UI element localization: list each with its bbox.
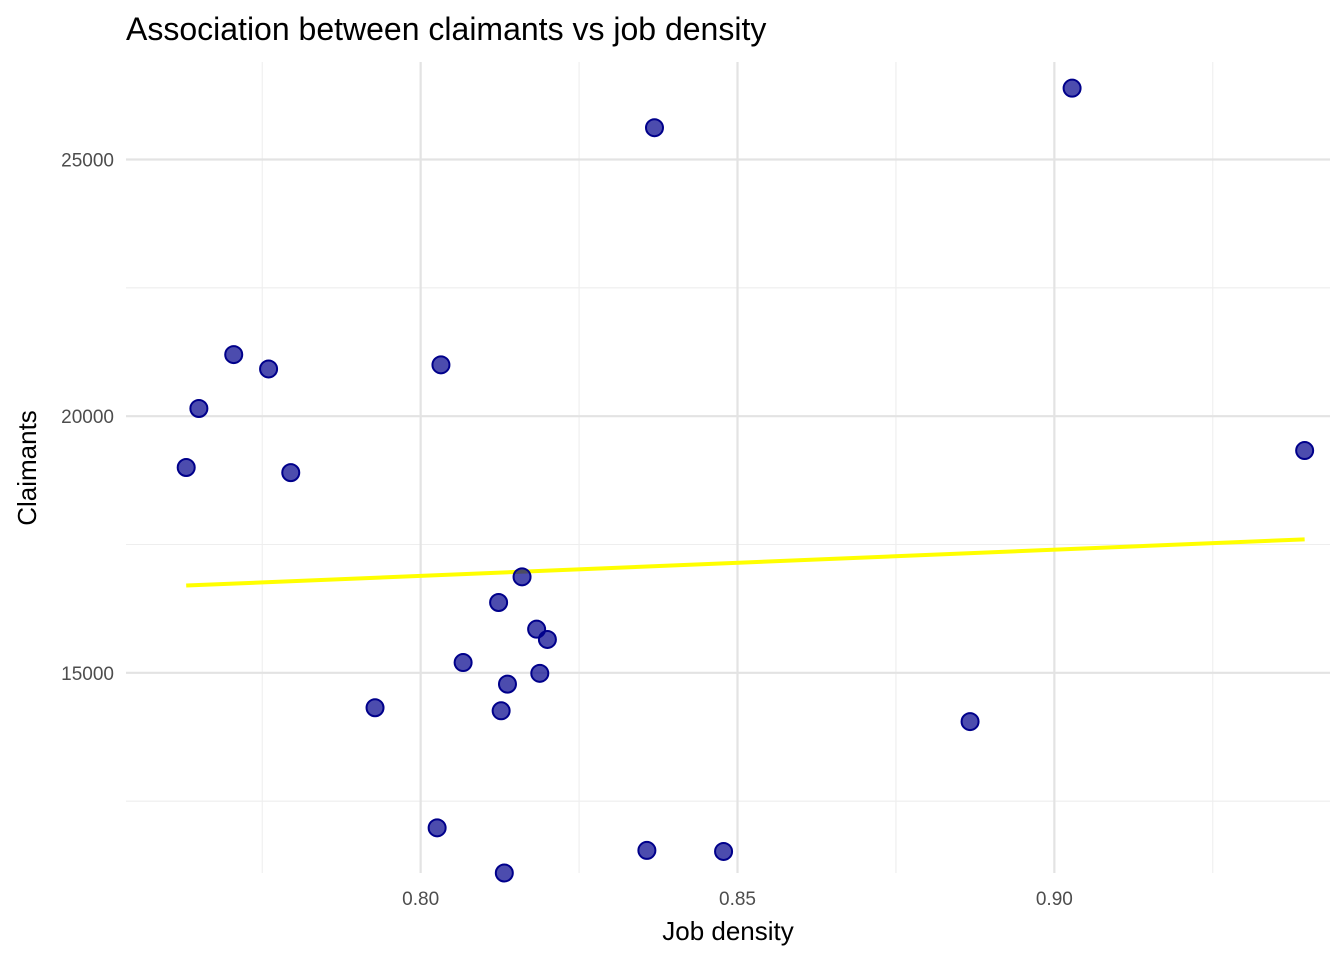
- y-axis-title: Claimants: [12, 410, 42, 526]
- data-point-12: [497, 674, 517, 694]
- x-tick-label-1: 0.85: [719, 889, 756, 910]
- data-point-19: [714, 841, 734, 861]
- data-point-2: [224, 345, 244, 365]
- trend-line: [186, 537, 1305, 588]
- data-point-4: [281, 463, 301, 483]
- data-point-18: [644, 118, 664, 138]
- data-point-5: [365, 698, 385, 718]
- data-point-1: [189, 398, 209, 418]
- data-point-0: [176, 458, 196, 477]
- data-point-6: [427, 818, 447, 838]
- data-point-11: [494, 863, 514, 883]
- data-point-21: [1062, 78, 1082, 98]
- x-tick-label-0: 0.80: [402, 889, 439, 910]
- data-points: [176, 78, 1315, 883]
- y-tick-label-1: 20000: [61, 407, 114, 428]
- y-tick-label-0: 15000: [61, 664, 114, 685]
- data-point-17: [637, 840, 657, 860]
- minor-gridlines: [126, 62, 1330, 873]
- major-gridlines: [126, 62, 1330, 873]
- data-point-15: [530, 663, 550, 683]
- y-tick-label-2: 25000: [61, 151, 114, 172]
- x-axis-tick-labels: 0.80 0.85 0.90: [402, 889, 1073, 910]
- x-axis-title: Job density: [662, 916, 794, 946]
- data-point-8: [453, 653, 473, 673]
- data-point-13: [512, 567, 532, 587]
- data-point-22: [1295, 441, 1315, 461]
- data-point-10: [491, 701, 511, 721]
- y-axis-tick-labels: 15000 20000 25000: [61, 151, 114, 685]
- x-tick-label-2: 0.90: [1036, 889, 1073, 910]
- data-point-9: [489, 592, 509, 612]
- data-point-16: [537, 629, 557, 649]
- data-point-7: [431, 355, 451, 375]
- data-point-20: [960, 712, 980, 732]
- chart-title: Association between claimants vs job den…: [126, 11, 766, 47]
- data-point-3: [259, 359, 279, 379]
